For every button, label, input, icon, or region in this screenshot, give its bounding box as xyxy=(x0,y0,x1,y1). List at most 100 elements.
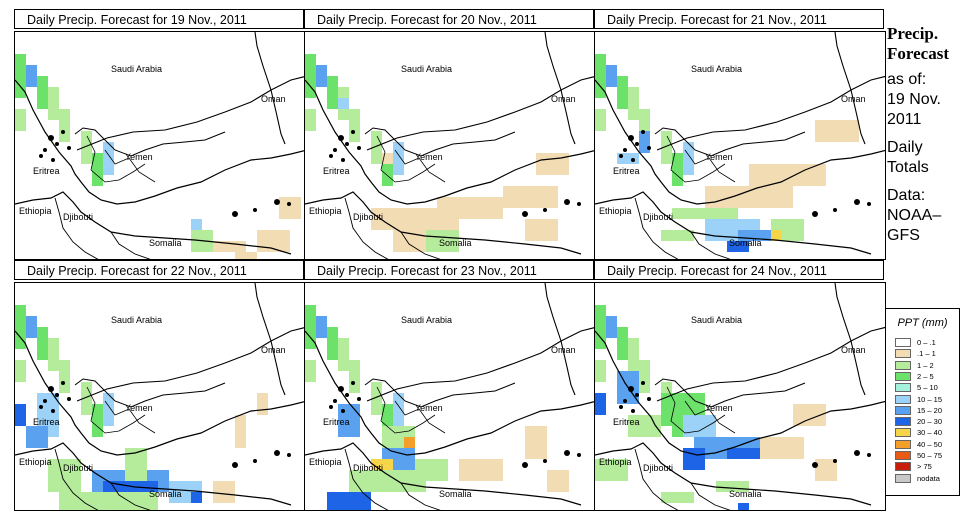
precip-cell xyxy=(371,153,382,164)
precip-cell xyxy=(191,230,202,241)
precip-cell xyxy=(683,404,694,415)
precip-cell xyxy=(738,448,749,459)
precip-cell xyxy=(738,230,749,241)
precip-cell xyxy=(70,481,81,492)
island xyxy=(232,211,238,217)
precip-cell xyxy=(694,415,705,426)
governorate-border xyxy=(104,149,156,183)
governorate-border xyxy=(376,135,436,183)
precip-cell xyxy=(338,360,349,371)
precip-cell xyxy=(617,76,628,87)
precip-cell xyxy=(59,360,70,371)
precip-cell xyxy=(147,492,158,503)
map-frame: Saudi Arabia Oman Yemen Eritrea Ethiopia Djib… xyxy=(304,282,596,511)
precip-cell xyxy=(716,197,727,208)
precip-cell xyxy=(848,120,859,131)
island xyxy=(48,386,54,392)
precip-cell xyxy=(760,448,771,459)
border-saudi-yemen xyxy=(366,326,595,402)
precip-cell xyxy=(393,208,404,219)
island xyxy=(338,386,344,392)
precip-cell xyxy=(37,404,48,415)
precip-cell xyxy=(103,404,114,415)
map-label-oman: Oman xyxy=(261,94,286,104)
precip-cell xyxy=(415,219,426,230)
precip-cell xyxy=(448,208,459,219)
precip-cell xyxy=(15,338,26,349)
precip-cell xyxy=(371,131,382,142)
island xyxy=(55,142,59,146)
forecast-panel-3: Daily Precip. Forecast for 21 Nov., 2011… xyxy=(594,9,886,260)
precip-cell xyxy=(191,492,202,503)
island xyxy=(341,409,345,413)
precip-cell xyxy=(393,153,404,164)
side-title-1: Precip. xyxy=(887,24,939,43)
border-oman xyxy=(544,32,576,145)
island xyxy=(274,450,280,456)
island xyxy=(564,450,570,456)
precip-cell xyxy=(749,437,760,448)
precip-cell xyxy=(338,415,349,426)
precip-cell xyxy=(749,197,760,208)
precip-cell xyxy=(459,459,470,470)
map-label-djibouti: Djibouti xyxy=(63,463,94,473)
precip-cell xyxy=(327,87,338,98)
precip-cell xyxy=(525,197,536,208)
map-label-ethiopia: Ethiopia xyxy=(309,206,342,216)
precip-cell xyxy=(26,437,37,448)
precip-cell xyxy=(371,219,382,230)
island xyxy=(623,148,627,152)
legend-label: 10 – 15 xyxy=(917,394,943,404)
precip-cell xyxy=(371,459,382,470)
border-saudi-yemen xyxy=(656,326,885,402)
border-ethiopia xyxy=(344,197,389,259)
side-source-1: NOAA– xyxy=(887,207,942,224)
precip-cell xyxy=(639,131,650,142)
precip-cell xyxy=(15,327,26,338)
precip-cell xyxy=(738,186,749,197)
precip-cell xyxy=(147,503,158,510)
island xyxy=(345,393,349,397)
border-somalia xyxy=(690,482,731,510)
panel-title: Daily Precip. Forecast for 24 Nov., 2011 xyxy=(594,260,884,280)
precip-cell xyxy=(224,481,235,492)
precip-cell xyxy=(661,382,672,393)
precip-cell xyxy=(103,393,114,404)
precip-cell xyxy=(393,470,404,481)
map-frame: Saudi Arabia Oman Yemen Eritrea Ethiopia Djib… xyxy=(304,31,596,260)
precip-cell xyxy=(393,437,404,448)
border-yemen-north xyxy=(364,127,516,157)
island xyxy=(628,135,634,141)
precip-cell xyxy=(404,208,415,219)
precip-cell xyxy=(672,230,683,241)
island xyxy=(341,158,345,162)
precip-cell xyxy=(525,219,536,230)
map-label-djibouti: Djibouti xyxy=(643,463,674,473)
precip-cell xyxy=(683,142,694,153)
precip-cell xyxy=(727,448,738,459)
precip-cell xyxy=(492,470,503,481)
precip-cell xyxy=(191,241,202,252)
precip-cell xyxy=(694,459,705,470)
map-label-oman: Oman xyxy=(551,94,576,104)
island xyxy=(43,399,47,403)
precip-cell xyxy=(683,492,694,503)
precip-cell xyxy=(103,481,114,492)
precip-cell xyxy=(628,338,639,349)
precip-cell xyxy=(37,338,48,349)
precip-cell xyxy=(404,241,415,252)
precip-cell xyxy=(727,208,738,219)
map-frame: Saudi Arabia Oman Yemen Eritrea Ethiopia Djib… xyxy=(594,282,886,511)
precip-cell xyxy=(15,415,26,426)
precip-cell xyxy=(393,142,404,153)
precip-cell xyxy=(481,470,492,481)
coastline-arabia xyxy=(15,330,305,456)
precip-cell xyxy=(360,492,371,503)
precip-cell xyxy=(305,371,316,382)
precip-cell xyxy=(213,492,224,503)
precip-cell xyxy=(371,470,382,481)
coastline-arabia xyxy=(15,79,305,205)
island xyxy=(833,459,837,463)
precip-cell xyxy=(727,437,738,448)
precip-cell xyxy=(327,76,338,87)
